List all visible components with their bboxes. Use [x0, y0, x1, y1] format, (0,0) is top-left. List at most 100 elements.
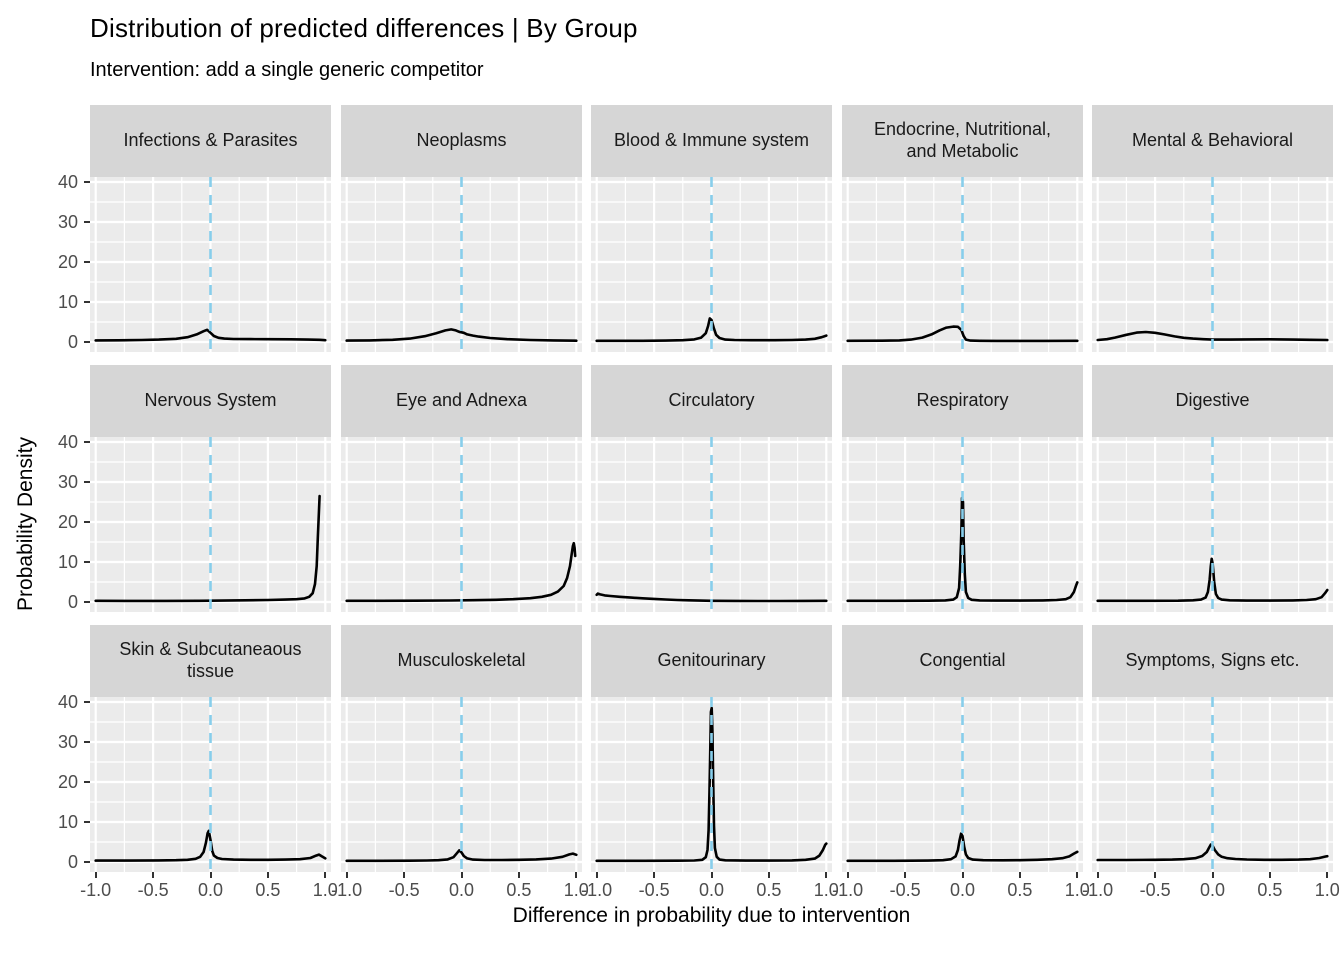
y-axis-tick-mark: [84, 701, 90, 703]
facet-label: Circulatory: [668, 390, 755, 411]
y-axis-tick-mark: [84, 301, 90, 303]
y-axis-tick-label: 30: [57, 212, 78, 232]
x-axis-tick-label: 1.0: [563, 880, 589, 900]
x-axis-tick-label: 0.5: [255, 880, 281, 900]
x-axis-tick-label: 1.0: [1314, 880, 1340, 900]
facet-strip-neoplasms: Neoplasms: [341, 105, 582, 177]
x-axis-tick-mark: [825, 872, 828, 878]
facet-strip-mental-behavioral: Mental & Behavioral: [1092, 105, 1333, 177]
y-axis-tick-label: 40: [57, 432, 78, 452]
x-axis-tick-mark: [767, 872, 770, 878]
facet-label: Mental & Behavioral: [1131, 130, 1294, 151]
x-axis-tick-mark: [1018, 872, 1021, 878]
x-axis-tick-mark: [1076, 872, 1079, 878]
facet-label: Blood & Immune system: [613, 130, 810, 151]
x-axis-tick-mark: [653, 872, 656, 878]
x-axis-tick-mark: [904, 872, 907, 878]
facet-strip-skin-subcutaneaous-tissue: Skin & Subcutaneaous tissue: [90, 625, 331, 697]
x-axis-tick-mark: [266, 872, 269, 878]
x-axis-tick-mark: [710, 872, 713, 878]
x-axis-tick-label: 0.5: [756, 880, 782, 900]
y-axis-tick-mark: [84, 441, 90, 443]
density-curve: [846, 496, 1079, 603]
facet-label: Eye and Adnexa: [395, 390, 528, 411]
y-axis-tick-label: 20: [57, 252, 78, 272]
facet-strip-congential: Congential: [842, 625, 1083, 697]
facet-panel-nervous-system: [90, 437, 331, 612]
facet-strip-blood-immune-system: Blood & Immune system: [591, 105, 832, 177]
y-axis-tick-label: 10: [57, 292, 78, 312]
facet-panel-musculoskeletal: [341, 697, 582, 872]
y-axis-tick-label: 40: [57, 172, 78, 192]
facet-label: Congential: [919, 650, 1006, 671]
x-axis-tick-label: 1.0: [813, 880, 839, 900]
y-axis-tick-mark: [84, 861, 90, 863]
facet-label: Nervous System: [144, 390, 277, 411]
facet-strip-symptoms-signs-etc: Symptoms, Signs etc.: [1092, 625, 1333, 697]
x-axis-tick-mark: [595, 872, 598, 878]
y-axis-tick-label: 0: [67, 332, 78, 352]
facet-strip-infections-parasites: Infections & Parasites: [90, 105, 331, 177]
y-axis-tick-label: 20: [57, 512, 78, 532]
x-axis-title: Difference in probability due to interve…: [512, 904, 911, 927]
facet-label: Symptoms, Signs etc.: [1125, 650, 1300, 671]
density-curve: [595, 592, 828, 603]
x-axis-tick-mark: [1326, 872, 1329, 878]
y-axis-tick-mark: [84, 821, 90, 823]
density-curve: [345, 849, 578, 863]
facet-label: Musculoskeletal: [397, 650, 526, 671]
x-axis-tick-label: -0.5: [137, 880, 169, 900]
x-axis-tick-label: -0.5: [889, 880, 921, 900]
x-axis-tick-mark: [345, 872, 348, 878]
x-axis-tick-label: 0.0: [1199, 880, 1226, 900]
y-axis-tick-label: 40: [57, 692, 78, 712]
x-axis-tick-mark: [1268, 872, 1271, 878]
y-axis-tick-label: 10: [57, 552, 78, 572]
x-axis-tick-label: 0.0: [698, 880, 725, 900]
y-axis-tick-mark: [84, 521, 90, 523]
facet-strip-digestive: Digestive: [1092, 365, 1333, 437]
density-curve: [345, 328, 578, 342]
facet-strip-eye-and-adnexa: Eye and Adnexa: [341, 365, 582, 437]
x-axis-tick-label: 0.0: [197, 880, 224, 900]
density-curve: [1096, 330, 1329, 342]
facet-panel-circulatory: [591, 437, 832, 612]
x-axis-tick-label: 0.0: [448, 880, 475, 900]
density-curve: [94, 494, 321, 603]
facet-strip-respiratory: Respiratory: [842, 365, 1083, 437]
facet-strip-circulatory: Circulatory: [591, 365, 832, 437]
facet-label: Skin & Subcutaneaous tissue: [119, 639, 302, 681]
x-axis-tick-label: 0.5: [1257, 880, 1283, 900]
density-curve: [846, 832, 1079, 863]
x-axis-tick-label: -1.0: [832, 880, 864, 900]
density-curve: [345, 541, 577, 603]
facet-panel-respiratory: [842, 437, 1083, 612]
facet-panel-blood-immune-system: [591, 177, 832, 352]
facet-label: Genitourinary: [657, 650, 766, 671]
x-axis-tick-label: 0.5: [506, 880, 532, 900]
x-axis-tick-label: -1.0: [80, 880, 112, 900]
y-axis-tick-mark: [84, 341, 90, 343]
facet-strip-musculoskeletal: Musculoskeletal: [341, 625, 582, 697]
facet-panel-genitourinary: [591, 697, 832, 872]
x-axis-tick-mark: [1211, 872, 1214, 878]
facet-panel-infections-parasites: [90, 177, 331, 352]
y-axis-tick-mark: [84, 181, 90, 183]
x-axis-tick-label: -1.0: [1082, 880, 1114, 900]
x-axis-tick-label: 1.0: [312, 880, 338, 900]
density-curve: [94, 829, 327, 862]
facet-panel-mental-behavioral: [1092, 177, 1333, 352]
density-curve: [595, 317, 828, 343]
plot-subtitle: Intervention: add a single generic compe…: [90, 59, 484, 81]
facet-strip-genitourinary: Genitourinary: [591, 625, 832, 697]
x-axis-tick-mark: [1096, 872, 1099, 878]
facet-panel-symptoms-signs-etc: [1092, 697, 1333, 872]
facet-panel-endocrine-nutritional-and-metabolic: [842, 177, 1083, 352]
x-axis-tick-mark: [152, 872, 155, 878]
x-axis-tick-mark: [846, 872, 849, 878]
x-axis-tick-mark: [94, 872, 97, 878]
x-axis-tick-mark: [517, 872, 520, 878]
y-axis-tick-label: 10: [57, 812, 78, 832]
density-curve: [595, 706, 828, 863]
